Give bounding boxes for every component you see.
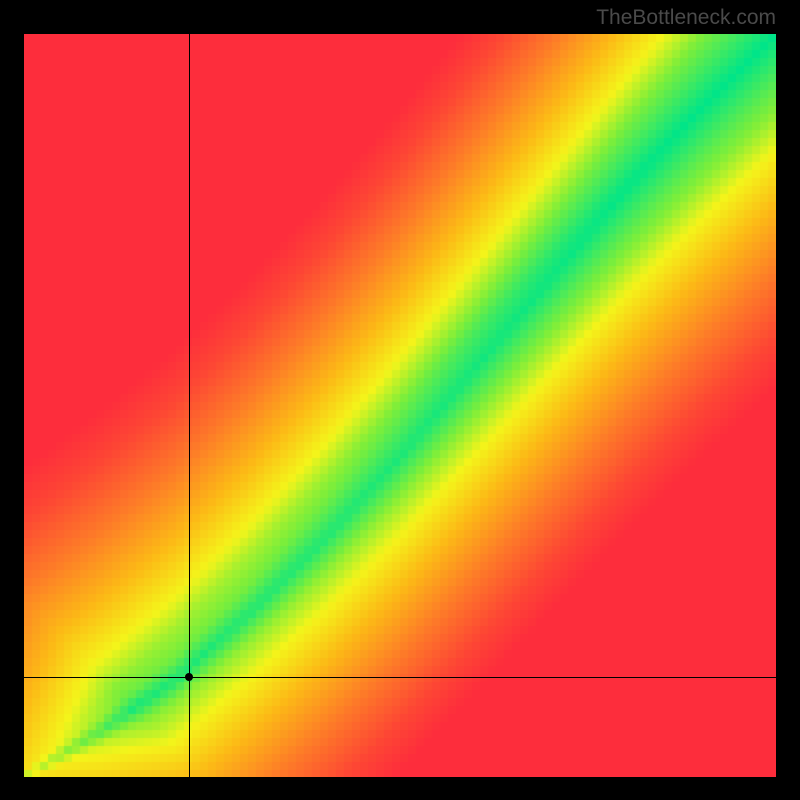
crosshair-marker-dot bbox=[185, 673, 193, 681]
heatmap-canvas bbox=[24, 34, 776, 777]
heatmap-plot bbox=[24, 34, 776, 777]
crosshair-horizontal bbox=[24, 677, 776, 678]
watermark-text: TheBottleneck.com bbox=[596, 6, 776, 30]
crosshair-vertical bbox=[189, 34, 190, 777]
